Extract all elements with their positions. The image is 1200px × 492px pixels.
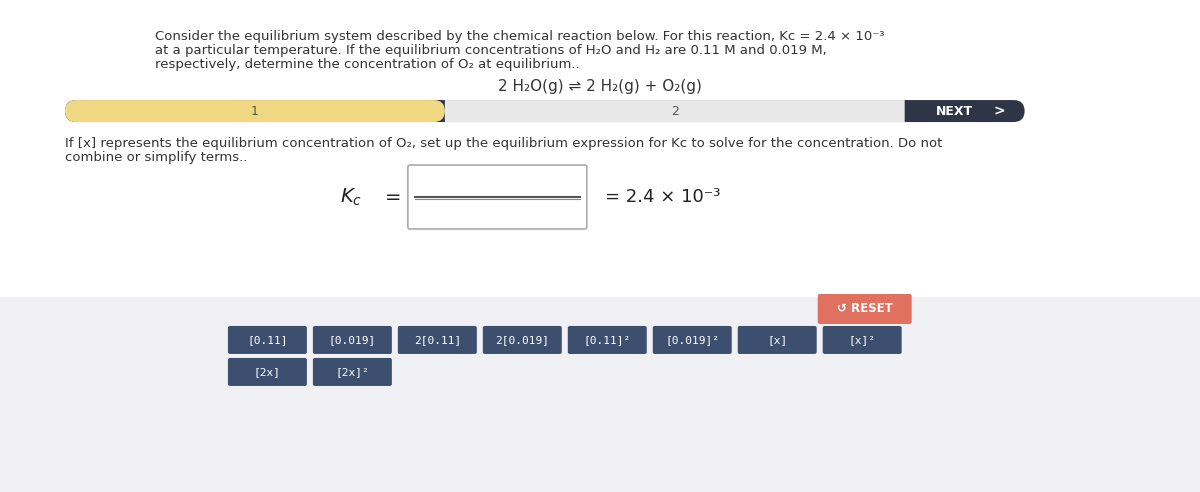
FancyBboxPatch shape: [482, 326, 562, 354]
FancyBboxPatch shape: [568, 326, 647, 354]
FancyBboxPatch shape: [817, 294, 912, 324]
FancyBboxPatch shape: [313, 358, 392, 386]
Bar: [0, 297, 1200, 492]
FancyBboxPatch shape: [823, 326, 901, 354]
Text: =: =: [385, 187, 401, 207]
Text: [x]²: [x]²: [848, 335, 876, 345]
Text: 2 H₂O(g) ⇌ 2 H₂(g) + O₂(g): 2 H₂O(g) ⇌ 2 H₂(g) + O₂(g): [498, 79, 702, 94]
FancyBboxPatch shape: [228, 326, 307, 354]
Text: NEXT: NEXT: [936, 104, 973, 118]
Text: respectively, determine the concentration of O₂ at equilibrium..: respectively, determine the concentratio…: [155, 58, 580, 71]
Text: [0.11]: [0.11]: [247, 335, 288, 345]
Text: 2[0.11]: 2[0.11]: [414, 335, 461, 345]
FancyBboxPatch shape: [313, 326, 392, 354]
Text: 2[0.019]: 2[0.019]: [496, 335, 550, 345]
Text: [2x]²: [2x]²: [336, 367, 370, 377]
FancyBboxPatch shape: [65, 100, 445, 122]
Text: ↺ RESET: ↺ RESET: [836, 303, 893, 315]
Text: combine or simplify terms..: combine or simplify terms..: [65, 151, 247, 164]
Text: 2: 2: [671, 104, 679, 118]
FancyBboxPatch shape: [398, 326, 476, 354]
Text: >: >: [994, 104, 1006, 118]
Text: $\mathit{K_c}$: $\mathit{K_c}$: [340, 186, 362, 208]
Text: [0.019]²: [0.019]²: [665, 335, 719, 345]
FancyBboxPatch shape: [65, 100, 1025, 122]
Text: at a particular temperature. If the equilibrium concentrations of H₂O and H₂ are: at a particular temperature. If the equi…: [155, 44, 827, 57]
Text: Consider the equilibrium system described by the chemical reaction below. For th: Consider the equilibrium system describe…: [155, 30, 884, 43]
FancyBboxPatch shape: [228, 358, 307, 386]
FancyBboxPatch shape: [653, 326, 732, 354]
FancyBboxPatch shape: [408, 165, 587, 229]
FancyBboxPatch shape: [445, 100, 905, 122]
FancyBboxPatch shape: [738, 326, 817, 354]
Text: [0.019]: [0.019]: [329, 335, 376, 345]
Text: If [x] represents the equilibrium concentration of O₂, set up the equilibrium ex: If [x] represents the equilibrium concen…: [65, 137, 942, 150]
Text: = 2.4 × 10⁻³: = 2.4 × 10⁻³: [605, 188, 720, 206]
Text: [0.11]²: [0.11]²: [583, 335, 631, 345]
Text: [2x]: [2x]: [254, 367, 281, 377]
Text: [x]: [x]: [767, 335, 787, 345]
Text: 1: 1: [251, 104, 259, 118]
